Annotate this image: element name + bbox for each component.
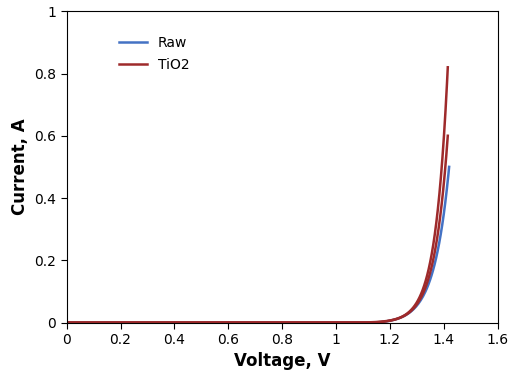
- Raw: [245, 320, 251, 325]
- Raw: [291, 320, 298, 325]
- TiO2: [445, 65, 451, 69]
- Raw: [446, 165, 452, 169]
- X-axis label: Voltage, V: Voltage, V: [234, 352, 330, 370]
- Raw: [64, 320, 70, 325]
- Raw: [437, 237, 443, 241]
- TiO2: [376, 320, 382, 324]
- TiO2: [436, 200, 442, 204]
- Y-axis label: Current, A: Current, A: [11, 118, 29, 215]
- TiO2: [270, 320, 276, 325]
- TiO2: [245, 320, 251, 325]
- Line: TiO2: TiO2: [67, 67, 448, 322]
- Legend: Raw, TiO2: Raw, TiO2: [108, 24, 201, 83]
- Raw: [248, 320, 254, 325]
- Raw: [270, 320, 277, 325]
- Line: Raw: Raw: [67, 167, 449, 322]
- TiO2: [290, 320, 297, 325]
- TiO2: [247, 320, 253, 325]
- Raw: [377, 320, 383, 324]
- TiO2: [64, 320, 70, 325]
